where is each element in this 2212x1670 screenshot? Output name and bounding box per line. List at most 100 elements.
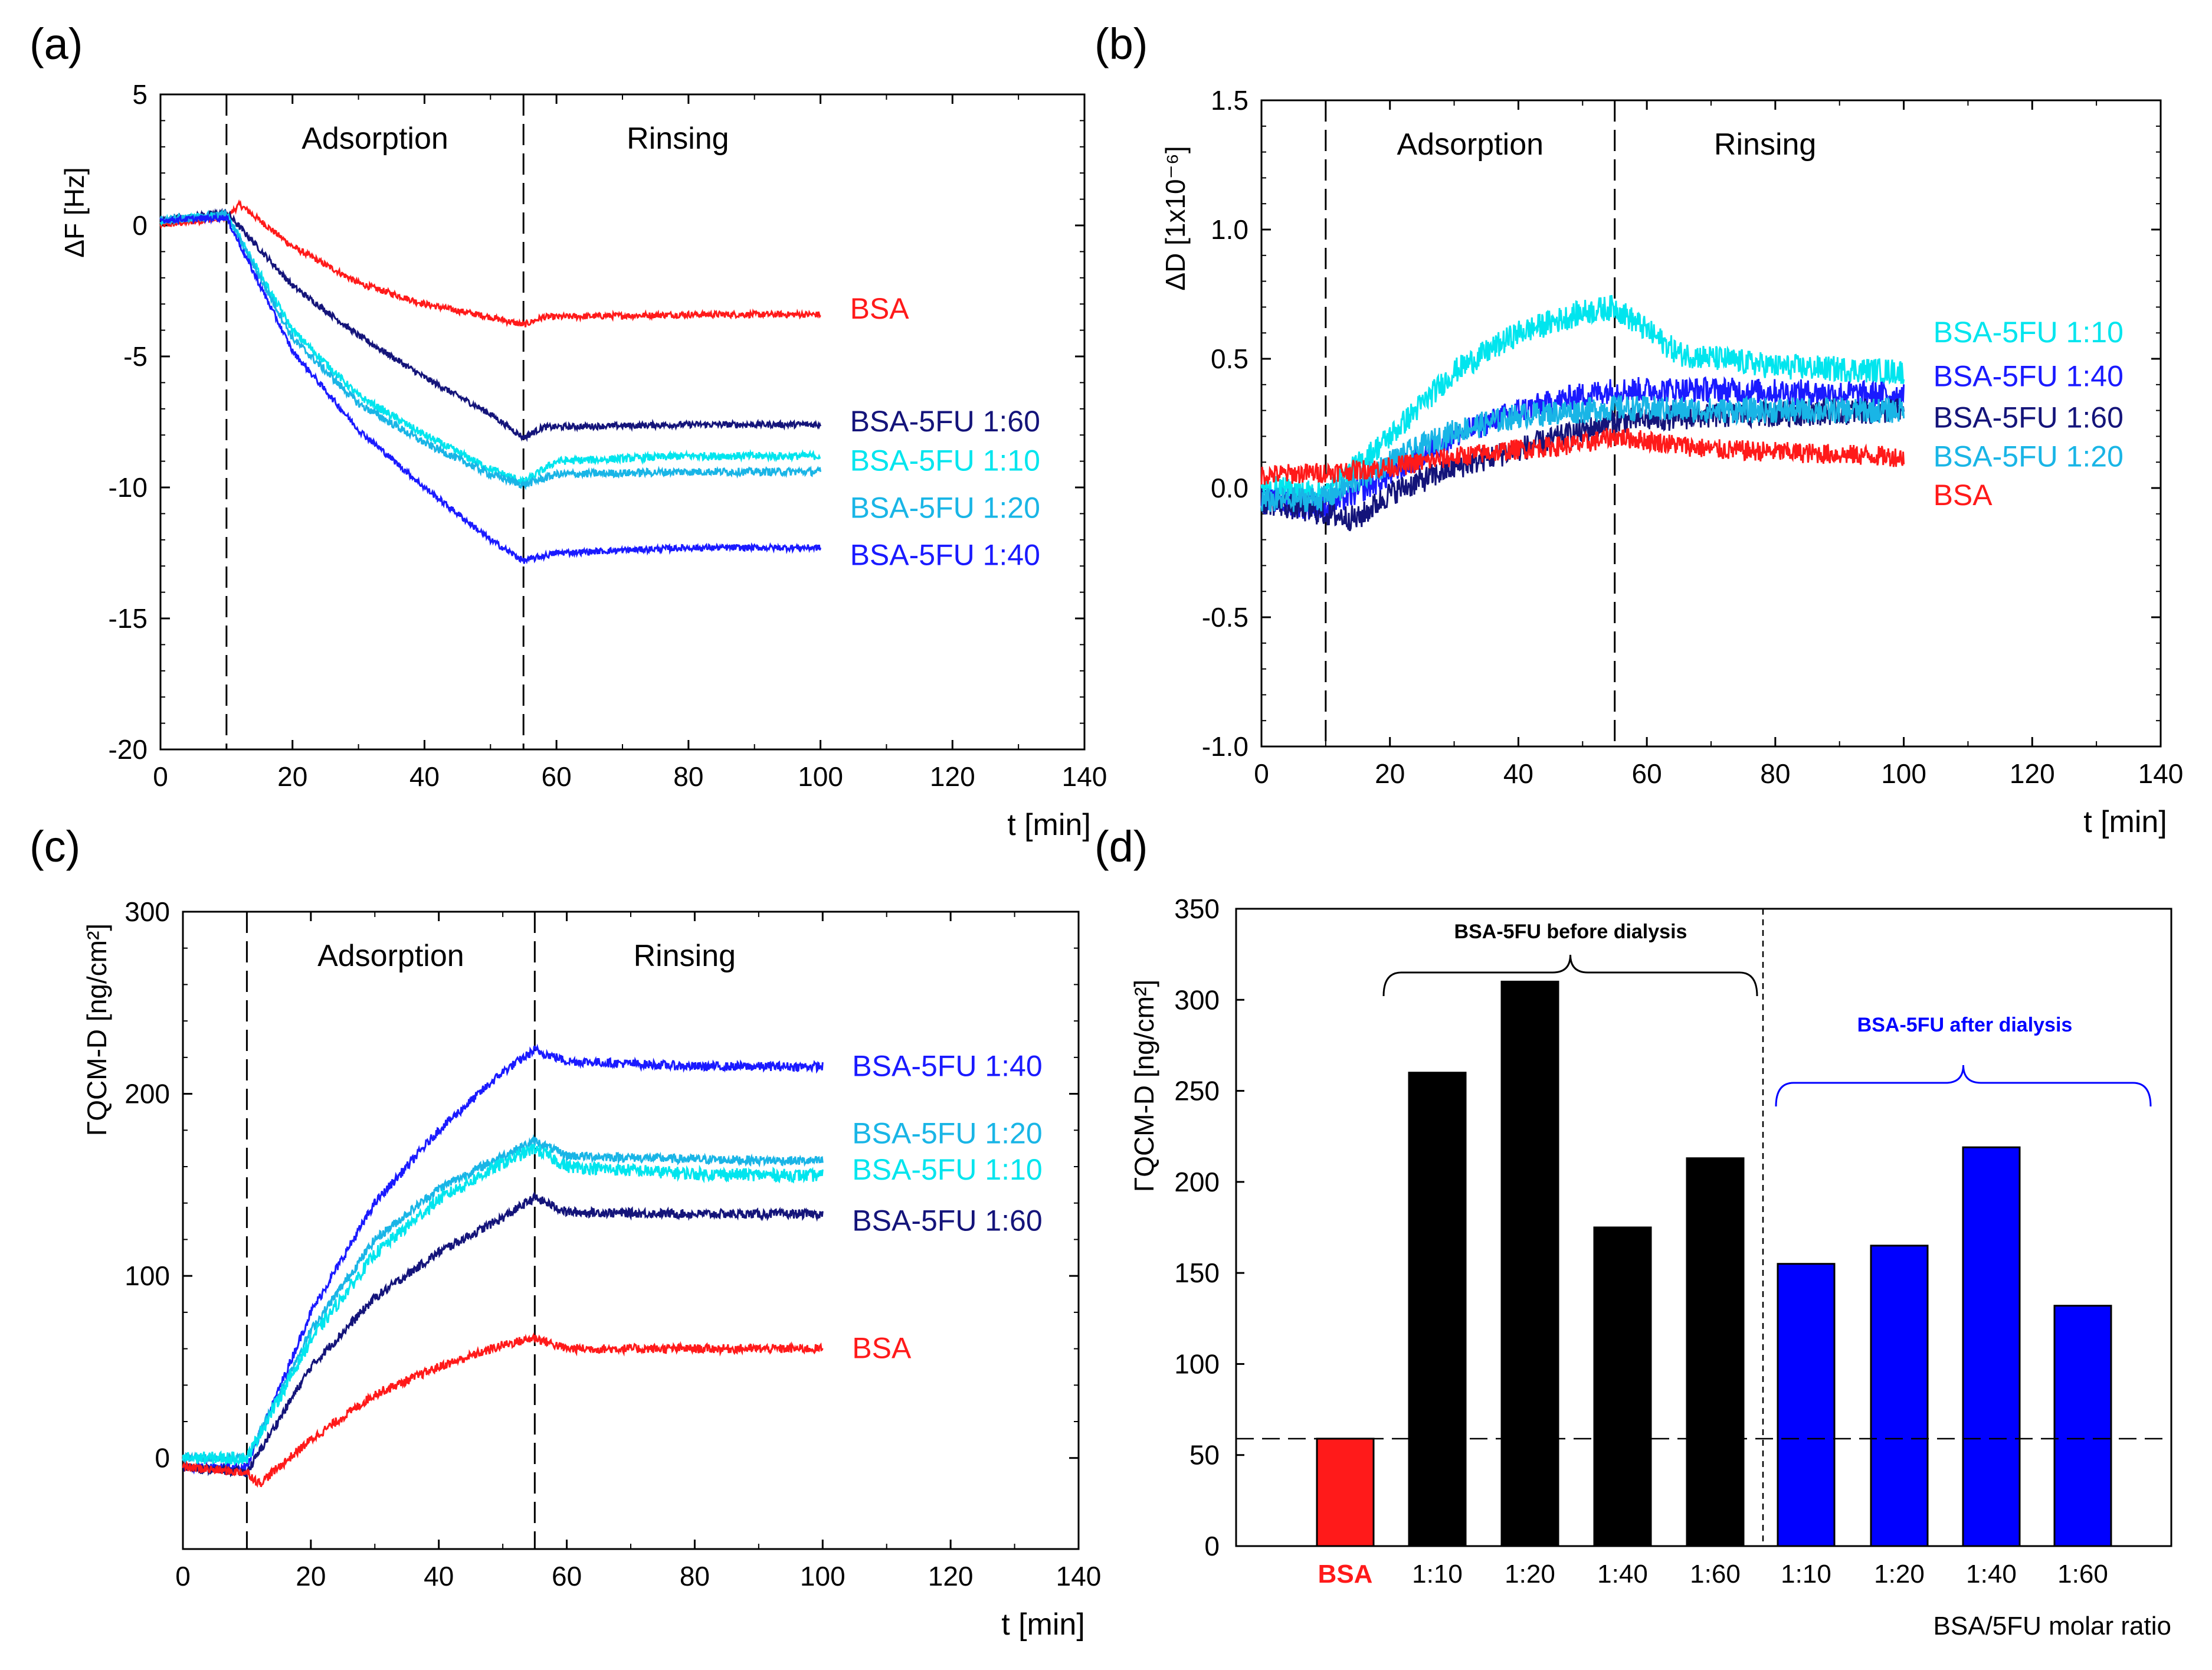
phase-label-adsorption: Adsorption bbox=[1397, 127, 1544, 162]
x-tick-label: 40 bbox=[409, 761, 440, 792]
panel-label-d: (d) bbox=[1094, 822, 1148, 871]
x-tick-label: BSA bbox=[1318, 1560, 1373, 1589]
y-tick-label: -15 bbox=[109, 603, 148, 634]
series-label: BSA-5FU 1:60 bbox=[1934, 401, 2123, 434]
y-tick-label: 350 bbox=[1174, 893, 1220, 924]
y-axis-label: ΓQCM-D [ng/cm²] bbox=[81, 924, 112, 1136]
y-tick-label: 0 bbox=[1204, 1531, 1220, 1561]
x-axis-label: t [min] bbox=[2083, 805, 2167, 839]
panel-label-b: (b) bbox=[1094, 19, 1148, 68]
x-tick-label: 60 bbox=[542, 761, 572, 792]
series-line-1-60 bbox=[159, 208, 822, 443]
x-tick-label: 60 bbox=[1632, 758, 1662, 789]
y-tick-label: 150 bbox=[1174, 1258, 1220, 1288]
y-tick-label: 0.5 bbox=[1211, 343, 1248, 374]
series-line-1-10 bbox=[182, 1144, 824, 1466]
series-label: BSA-5FU 1:40 bbox=[852, 1049, 1042, 1082]
y-tick-label: 300 bbox=[124, 896, 170, 927]
phase-label-adsorption: Adsorption bbox=[317, 939, 464, 973]
series-line-BSA bbox=[1260, 427, 1905, 485]
panel-label-a: (a) bbox=[30, 19, 83, 68]
x-tick-label: 20 bbox=[296, 1561, 326, 1592]
y-axis-label: ΔD [1x10⁻⁶] bbox=[1160, 146, 1191, 290]
series-label: BSA-5FU 1:60 bbox=[850, 405, 1040, 438]
x-axis-label: t [min] bbox=[1001, 1607, 1085, 1642]
x-tick-label: 1:20 bbox=[1874, 1560, 1925, 1589]
x-tick-label: 100 bbox=[798, 761, 843, 792]
bar-after bbox=[1870, 1245, 1929, 1547]
y-tick-label: 250 bbox=[1174, 1076, 1220, 1106]
x-tick-label: 120 bbox=[930, 761, 975, 792]
x-tick-label: 140 bbox=[1062, 761, 1107, 792]
x-tick-label: 20 bbox=[277, 761, 307, 792]
x-tick-label: 1:10 bbox=[1781, 1560, 1831, 1589]
x-tick-label: 0 bbox=[175, 1561, 191, 1592]
y-tick-label: -20 bbox=[109, 734, 148, 765]
y-tick-label: 0 bbox=[132, 210, 148, 241]
series-label: BSA-5FU 1:20 bbox=[850, 492, 1040, 525]
y-tick-label: 0.0 bbox=[1211, 473, 1248, 503]
series-label: BSA-5FU 1:20 bbox=[1934, 440, 2123, 473]
series-label: BSA-5FU 1:40 bbox=[1934, 360, 2123, 393]
x-tick-label: 80 bbox=[673, 761, 703, 792]
series-label: BSA-5FU 1:10 bbox=[1934, 316, 2123, 349]
x-tick-label: 40 bbox=[424, 1561, 454, 1592]
x-tick-label: 140 bbox=[1056, 1561, 1102, 1592]
y-tick-label: 1.5 bbox=[1211, 85, 1248, 116]
phase-label-rinsing: Rinsing bbox=[634, 939, 736, 973]
panel-label-c: (c) bbox=[30, 822, 80, 871]
series-label: BSA bbox=[850, 292, 910, 325]
y-axis-label: ΓQCM-D [ng/cm²] bbox=[1129, 980, 1159, 1192]
brace-after bbox=[1775, 1065, 2152, 1107]
x-tick-label: 120 bbox=[928, 1561, 974, 1592]
x-tick-label: 1:20 bbox=[1505, 1560, 1555, 1589]
bar-before bbox=[1593, 1226, 1652, 1547]
series-line-1-60 bbox=[1260, 396, 1905, 532]
bar-before bbox=[1500, 980, 1559, 1547]
bar-after bbox=[1962, 1146, 2021, 1547]
x-axis-label: t [min] bbox=[1007, 808, 1091, 842]
y-tick-label: -10 bbox=[109, 472, 148, 503]
phase-label-adsorption: Adsorption bbox=[302, 122, 448, 156]
x-tick-label: 0 bbox=[153, 761, 168, 792]
y-tick-label: 5 bbox=[132, 79, 148, 110]
panel-a: (a) 0 20 40 60 80 100 120 140 5 0 -5 -10 -15 -20 t [min… bbox=[30, 19, 1107, 842]
bar-BSA bbox=[1316, 1437, 1375, 1547]
x-tick-label: 140 bbox=[2138, 758, 2184, 789]
series-line-1-60 bbox=[182, 1191, 824, 1478]
series-line-BSA bbox=[182, 1332, 824, 1488]
series-line-1-20 bbox=[1260, 394, 1905, 512]
series-label: BSA bbox=[852, 1332, 912, 1365]
series-label: BSA-5FU 1:10 bbox=[852, 1153, 1042, 1186]
bar-after bbox=[1777, 1263, 1836, 1547]
x-tick-label: 100 bbox=[1881, 758, 1926, 789]
y-tick-label: 200 bbox=[1174, 1167, 1220, 1197]
y-tick-label: 50 bbox=[1189, 1440, 1220, 1471]
y-tick-label: -0.5 bbox=[1202, 602, 1248, 633]
x-tick-label: 0 bbox=[1254, 758, 1269, 789]
x-tick-label: 1:60 bbox=[2057, 1560, 2108, 1589]
series-label: BSA-5FU 1:40 bbox=[850, 538, 1040, 571]
x-tick-label: 1:40 bbox=[1966, 1560, 2017, 1589]
panel-d: (d) 350 300 250 200 150 100 50 0 ΓQCM-D [ng/cm²] B… bbox=[1094, 822, 2172, 1640]
series-label: BSA bbox=[1934, 479, 1993, 512]
series-label: BSA-5FU 1:60 bbox=[852, 1204, 1042, 1237]
panel-c: (c) 0 20 40 60 80 100 120 140 300 200 100 0 t [min] ΓQ… bbox=[30, 822, 1101, 1642]
x-tick-label: 60 bbox=[552, 1561, 582, 1592]
bar-before bbox=[1686, 1157, 1745, 1547]
x-axis-label: BSA/5FU molar ratio bbox=[1934, 1612, 2171, 1640]
y-tick-label: 100 bbox=[1174, 1348, 1220, 1379]
x-tick-label: 80 bbox=[680, 1561, 710, 1592]
series-line-1-40 bbox=[159, 212, 822, 565]
x-tick-label: 1:60 bbox=[1690, 1560, 1741, 1589]
brace-before bbox=[1382, 954, 1758, 997]
y-tick-label: 200 bbox=[124, 1079, 170, 1109]
x-tick-label: 120 bbox=[2010, 758, 2055, 789]
phase-label-rinsing: Rinsing bbox=[1714, 127, 1816, 162]
y-tick-label: 1.0 bbox=[1211, 214, 1248, 245]
series-line-1-20 bbox=[182, 1134, 824, 1465]
x-tick-label: 1:40 bbox=[1597, 1560, 1648, 1589]
y-tick-label: 100 bbox=[124, 1260, 170, 1291]
x-tick-label: 100 bbox=[800, 1561, 846, 1592]
